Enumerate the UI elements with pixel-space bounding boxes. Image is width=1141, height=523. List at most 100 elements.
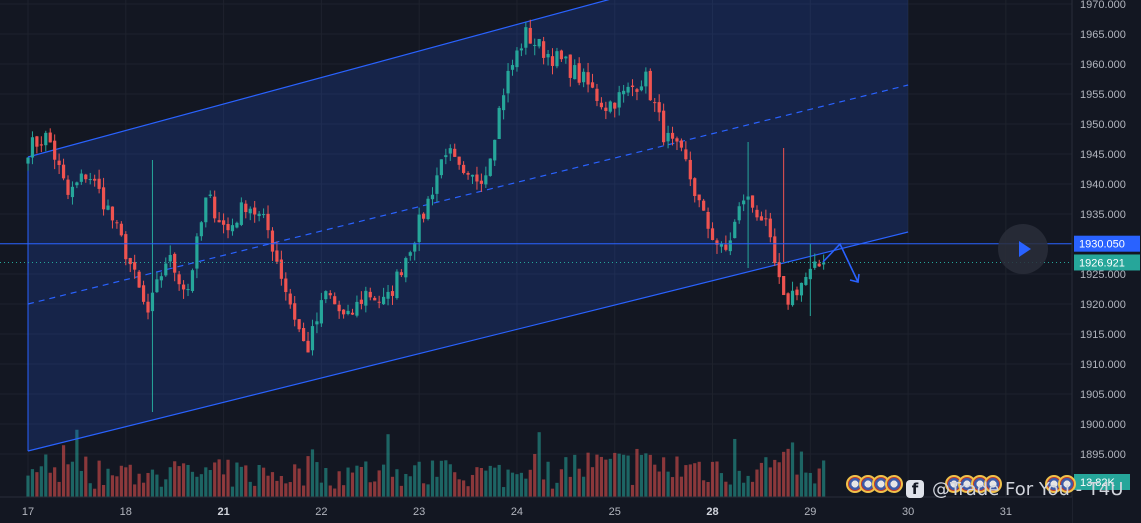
volume-bar: [479, 467, 483, 497]
volume-bar: [30, 469, 35, 497]
volume-bar: [635, 448, 639, 497]
candle-body: [626, 86, 630, 93]
volume-bar: [190, 471, 195, 497]
volume-bar: [346, 467, 350, 497]
candle-body: [444, 155, 448, 158]
candle-body: [110, 206, 115, 221]
candle-body: [48, 132, 52, 143]
candle-body: [493, 139, 497, 161]
volume-label: 13.82K: [1074, 474, 1130, 490]
volume-bar: [310, 449, 315, 497]
candle-body: [777, 262, 781, 278]
time-tick-label: 21: [217, 506, 229, 518]
channel-lower-line[interactable]: [27, 231, 909, 452]
volume-bar: [515, 474, 519, 497]
volume-bar: [746, 475, 750, 497]
volume-bar: [306, 456, 310, 497]
volume-bar: [66, 464, 70, 497]
price-tick-label: 1950.000: [1080, 119, 1126, 131]
volume-bar: [608, 458, 612, 497]
volume-bar: [253, 485, 257, 497]
candle-body: [737, 206, 741, 221]
volume-bar: [97, 460, 101, 497]
candle-body: [88, 179, 92, 181]
candle-body: [275, 250, 279, 262]
candle-body: [546, 53, 550, 58]
volume-bar: [235, 462, 239, 497]
volume-bar: [146, 472, 150, 497]
candle-body: [715, 240, 719, 245]
price-axis[interactable]: 1970.000 1965.000 1960.000 1955.000 1950.000…: [1071, 0, 1141, 523]
volume-bar: [124, 467, 128, 497]
volume-bar: [368, 482, 372, 497]
volume-bar: [195, 476, 199, 497]
volume-bar: [550, 488, 555, 497]
candle-body: [479, 180, 483, 184]
replay-play-button[interactable]: [998, 224, 1048, 274]
price-tick-label: 1965.000: [1080, 29, 1126, 41]
candle-body: [408, 252, 412, 256]
us-flag-icon[interactable]: [1058, 475, 1076, 493]
candle-body: [462, 164, 466, 173]
candle-body: [128, 257, 132, 265]
volume-bar: [733, 438, 737, 497]
volume-bar: [675, 456, 679, 497]
candle-body: [710, 228, 715, 240]
candle-body: [106, 205, 110, 210]
volume-bar: [137, 473, 141, 497]
volume-bar: [786, 448, 790, 497]
price-tick-label: 1915.000: [1080, 329, 1126, 341]
candle-body: [662, 110, 666, 143]
us-flag-icon[interactable]: [885, 475, 903, 493]
volume-bar: [373, 481, 377, 497]
volume-bar: [475, 467, 479, 497]
candle-body: [764, 218, 768, 220]
candle-body: [101, 187, 106, 210]
candle-body: [457, 156, 461, 165]
candle-body: [284, 278, 288, 293]
volume-bar: [710, 461, 715, 497]
candle-body: [684, 149, 688, 160]
channel-upper-line[interactable]: [27, 0, 615, 158]
channel-middle-line[interactable]: [27, 84, 909, 305]
candle-body: [773, 236, 777, 263]
volume-bar: [333, 488, 337, 497]
candle-body: [253, 207, 257, 215]
regression-channel[interactable]: [27, 0, 909, 452]
volume-bar: [359, 466, 363, 497]
candle-body: [337, 304, 341, 312]
candle-body: [315, 321, 319, 325]
volume-bar: [679, 476, 684, 497]
price-tick-label: 1895.000: [1080, 449, 1126, 461]
price-tick-label: 1910.000: [1080, 359, 1126, 371]
volume-bar: [506, 469, 510, 497]
volume-bar: [230, 486, 235, 497]
volume-bar: [799, 451, 804, 497]
candle-body: [697, 194, 701, 201]
candle-body: [84, 174, 88, 180]
volume-bar: [270, 472, 275, 497]
candle-body: [279, 259, 283, 279]
volume-bar: [35, 472, 39, 497]
volume-bar: [426, 484, 430, 497]
candle-body: [822, 262, 826, 265]
volume-bar: [693, 463, 697, 497]
volume-bar: [297, 468, 301, 497]
us-flag-icon[interactable]: [984, 475, 1002, 493]
price-label: 1930.050: [1074, 235, 1140, 252]
volume-bar: [737, 470, 741, 497]
candle-body: [306, 340, 310, 353]
candle-body: [173, 253, 177, 273]
time-axis[interactable]: 17 18 21 22 23 24 25 28 29 30 31: [0, 496, 1072, 523]
volume-bar: [502, 487, 506, 497]
candle-body: [328, 293, 332, 296]
candle-body: [688, 159, 692, 180]
volume-bar: [715, 461, 719, 497]
candle-body: [79, 173, 83, 182]
candle-body: [724, 244, 728, 250]
candle-body: [666, 132, 670, 142]
price-label-bg: [1074, 254, 1140, 271]
price-label-bg: [1074, 235, 1140, 252]
candle-body: [248, 208, 252, 214]
